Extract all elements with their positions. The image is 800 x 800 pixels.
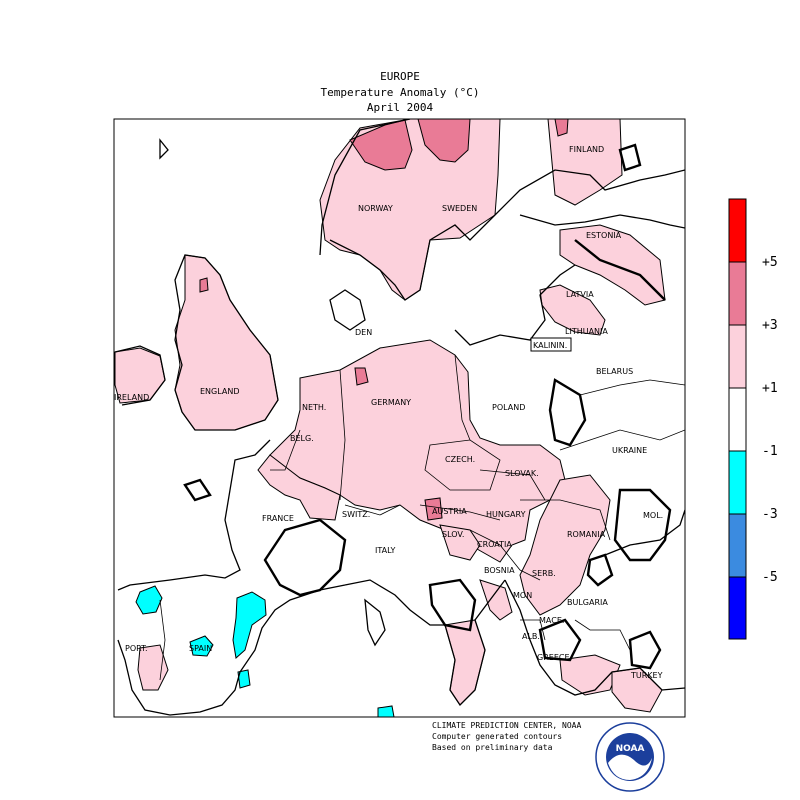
label-germany: GERMANY bbox=[371, 398, 411, 407]
label-ukraine: UKRAINE bbox=[612, 446, 647, 455]
label-ireland: IRELAND bbox=[114, 393, 149, 402]
label-croatia: CROATIA bbox=[477, 540, 512, 549]
map-title: EUROPE bbox=[380, 70, 420, 83]
map-frame bbox=[113, 118, 686, 718]
label-montenegro: MON bbox=[513, 591, 532, 600]
label-england: ENGLAND bbox=[200, 387, 240, 396]
label-bosnia: BOSNIA bbox=[484, 566, 515, 575]
label-finland: FINLAND bbox=[569, 145, 604, 154]
label-portugal: PORT. bbox=[125, 644, 148, 653]
noaa-logo: NOAA bbox=[595, 722, 665, 792]
label-slovakia: SLOVAK. bbox=[505, 469, 539, 478]
label-lithuania: LITHUANIA bbox=[565, 327, 608, 336]
key-label-plus5: +5 bbox=[762, 255, 778, 270]
label-norway: NORWAY bbox=[358, 204, 393, 213]
label-macedonia: MACE. bbox=[539, 616, 564, 625]
country-borders bbox=[159, 354, 685, 681]
label-switzerland: SWITZ. bbox=[342, 510, 370, 519]
label-poland: POLAND bbox=[492, 403, 525, 412]
kalinin-box bbox=[530, 337, 572, 352]
label-latvia: LATVIA bbox=[566, 290, 594, 299]
anomaly-fill-rose bbox=[199, 119, 569, 521]
label-spain: SPAIN bbox=[189, 644, 212, 653]
label-turkey: TURKEY bbox=[630, 671, 663, 680]
key-swatch-minus1-to-1 bbox=[728, 387, 747, 452]
label-italy: ITALY bbox=[375, 546, 395, 555]
label-bulgaria: BULGARIA bbox=[567, 598, 608, 607]
key-swatch-3-to-5 bbox=[728, 261, 747, 326]
label-czech: CZECH. bbox=[445, 455, 475, 464]
key-swatch-above-5 bbox=[728, 198, 747, 263]
country-labels: FINLAND NORWAY SWEDEN ESTONIA LATVIA LIT… bbox=[114, 145, 663, 680]
key-label-minus5: -5 bbox=[762, 570, 778, 585]
credit-source: CLIMATE PREDICTION CENTER, NOAA bbox=[432, 721, 582, 730]
anomaly-fill-cyan bbox=[135, 585, 395, 717]
key-swatch-1-to-3 bbox=[728, 324, 747, 389]
map-period: April 2004 bbox=[366, 101, 434, 114]
label-slovenia: SLOV. bbox=[442, 530, 464, 539]
key-label-minus3: -3 bbox=[762, 507, 778, 522]
key-label-plus1: +1 bbox=[762, 381, 778, 396]
contour-lines bbox=[183, 143, 672, 670]
label-denmark: DEN bbox=[355, 328, 372, 337]
key-swatch-minus3-to-minus1 bbox=[728, 450, 747, 515]
label-moldova: MOL. bbox=[643, 511, 663, 520]
label-austria: AUSTRIA bbox=[432, 507, 467, 516]
label-hungary: HUNGARY bbox=[486, 510, 526, 519]
credit-data-note: Based on preliminary data bbox=[432, 743, 553, 752]
anomaly-fill-light-pink bbox=[114, 119, 666, 713]
key-label-plus3: +3 bbox=[762, 318, 778, 333]
label-belarus: BELARUS bbox=[596, 367, 633, 376]
label-estonia: ESTONIA bbox=[586, 231, 622, 240]
label-greece: GREECE bbox=[537, 653, 570, 662]
label-romania: ROMANIA bbox=[567, 530, 606, 539]
label-netherlands: NETH. bbox=[302, 403, 326, 412]
label-sweden: SWEDEN bbox=[442, 204, 477, 213]
label-serbia: SERB. bbox=[532, 569, 556, 578]
credit-method: Computer generated contours bbox=[432, 732, 563, 741]
label-albania: ALB. bbox=[522, 632, 540, 641]
key-swatch-below-minus5 bbox=[728, 576, 747, 640]
map-contents bbox=[114, 119, 685, 717]
color-key bbox=[728, 198, 747, 640]
label-kalinin: KALININ. bbox=[533, 341, 567, 350]
key-swatch-minus5-to-minus3 bbox=[728, 513, 747, 578]
map-subtitle: Temperature Anomaly (°C) bbox=[320, 86, 480, 99]
noaa-logo-text: NOAA bbox=[616, 744, 645, 754]
coastlines bbox=[114, 119, 685, 716]
label-france: FRANCE bbox=[262, 514, 294, 523]
noaa-bird-icon bbox=[608, 754, 652, 780]
key-label-minus1: -1 bbox=[762, 444, 778, 459]
label-belgium: BELG. bbox=[290, 434, 314, 443]
